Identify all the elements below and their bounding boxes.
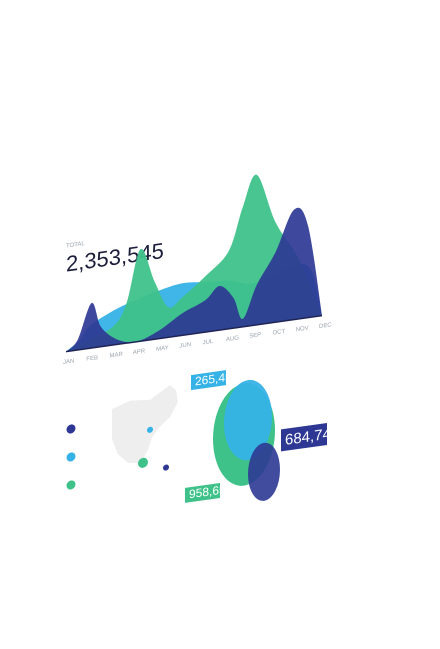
callout-navy: 684,745 bbox=[281, 421, 339, 451]
callout-green: 958,651 bbox=[185, 481, 233, 503]
callout-sky: 265,452 bbox=[191, 368, 239, 390]
